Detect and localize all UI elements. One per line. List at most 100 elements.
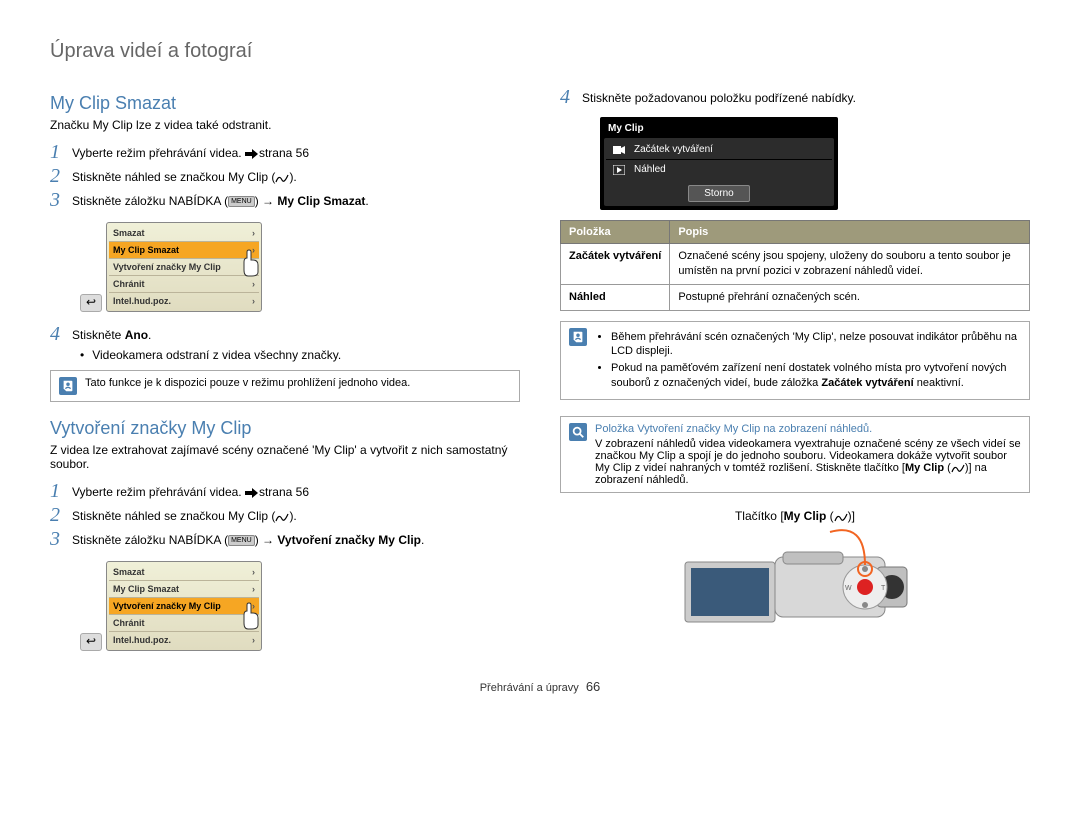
section-heading-vytvoreni: Vytvoření značky My Clip bbox=[50, 418, 520, 439]
page-ref-icon bbox=[245, 488, 259, 498]
step-text: . bbox=[421, 533, 424, 547]
step-text: . bbox=[148, 328, 151, 342]
step-number: 1 bbox=[50, 142, 64, 162]
step-text: Stiskněte náhled se značkou My Clip ( bbox=[72, 509, 275, 523]
info-icon bbox=[59, 377, 77, 395]
step-number: 4 bbox=[50, 324, 64, 344]
camera-svg: W T bbox=[665, 527, 925, 647]
myclip-icon bbox=[951, 462, 965, 474]
note-text: Tato funkce je k dispozici pouze v režim… bbox=[85, 377, 410, 389]
step-text: Vyberte režim přehrávání videa. bbox=[72, 146, 245, 160]
step-1a: 1 Vyberte režim přehrávání videa. strana… bbox=[50, 142, 520, 162]
svg-text:W: W bbox=[845, 585, 852, 592]
table-header: Popis bbox=[670, 221, 1030, 244]
note-item: Pokud na paměťovém zařízení není dostate… bbox=[611, 361, 1021, 391]
step-text: . bbox=[365, 194, 368, 208]
right-column: 4 Stiskněte požadovanou položku podřízen… bbox=[560, 83, 1030, 659]
step-4b: 4 Stiskněte požadovanou položku podřízen… bbox=[560, 87, 1030, 107]
menu-row: Intel.hud.poz.› bbox=[109, 632, 259, 648]
page-ref: strana 56 bbox=[259, 146, 309, 160]
menu-row: My Clip Smazat› bbox=[109, 581, 259, 598]
page-title: Úprava videí a fotograí bbox=[50, 40, 1030, 63]
callout-label: Tlačítko [My Clip ()] bbox=[560, 509, 1030, 523]
step-text: Vyberte režim přehrávání videa. bbox=[72, 485, 245, 499]
table-cell-key: Náhled bbox=[561, 284, 670, 310]
table-row: Náhled Postupné přehrání označených scén… bbox=[561, 284, 1030, 310]
step-text: Stiskněte náhled se značkou My Clip ( bbox=[72, 170, 275, 184]
description-table: Položka Popis Začátek vytváření Označené… bbox=[560, 220, 1030, 311]
page-ref: strana 56 bbox=[259, 485, 309, 499]
myclip-icon bbox=[834, 511, 848, 523]
step-text: ) → bbox=[255, 194, 278, 208]
menu-row: Smazat› bbox=[109, 225, 259, 242]
camera-dialog-mockup: My Clip Začátek vytváření Náhled Storno bbox=[600, 117, 838, 210]
table-cell-desc: Postupné přehrání označených scén. bbox=[670, 284, 1030, 310]
record-icon bbox=[612, 145, 626, 155]
myclip-icon bbox=[275, 172, 289, 184]
menu-row-selected: My Clip Smazat› bbox=[109, 242, 259, 259]
table-cell-key: Začátek vytváření bbox=[561, 244, 670, 285]
dialog-row-label: Začátek vytváření bbox=[634, 144, 713, 155]
dialog-title: My Clip bbox=[604, 121, 834, 136]
intro-vytvoreni: Z videa lze extrahovat zajímavé scény oz… bbox=[50, 443, 520, 471]
step-number: 2 bbox=[50, 166, 64, 186]
footer-section: Přehrávání a úpravy bbox=[480, 682, 579, 694]
two-column-layout: My Clip Smazat Značku My Clip lze z vide… bbox=[50, 83, 1030, 659]
table-cell-desc: Označené scény jsou spojeny, uloženy do … bbox=[670, 244, 1030, 285]
menu-icon: MENU bbox=[228, 196, 255, 207]
dialog-cancel-button: Storno bbox=[688, 185, 750, 202]
step-text: Stiskněte bbox=[72, 328, 125, 342]
section-heading-smazat: My Clip Smazat bbox=[50, 93, 520, 114]
step-text: Stiskněte požadovanou položku podřízené … bbox=[582, 87, 1030, 107]
info-icon bbox=[569, 328, 587, 346]
menu-row: Vytvoření značky My Clip› bbox=[109, 259, 259, 276]
step-text: Stiskněte záložku NABÍDKA ( bbox=[72, 194, 228, 208]
step-2b: 2 Stiskněte náhled se značkou My Clip ()… bbox=[50, 505, 520, 525]
menu-row: Chránit› bbox=[109, 276, 259, 293]
back-icon: ↩ bbox=[80, 294, 102, 312]
camera-menu-mockup-1: ↩ Smazat› My Clip Smazat› Vytvoření znač… bbox=[80, 222, 262, 312]
bullet-note: Videokamera odstraní z videa všechny zna… bbox=[80, 348, 520, 362]
step-4a: 4 Stiskněte Ano. bbox=[50, 324, 520, 344]
menu-row: Intel.hud.poz.› bbox=[109, 293, 259, 309]
menu-row-selected: Vytvoření značky My Clip› bbox=[109, 598, 259, 615]
magnifier-icon bbox=[569, 423, 587, 441]
finger-pointer-icon bbox=[238, 601, 268, 631]
menu-icon: MENU bbox=[228, 535, 255, 546]
dialog-row: Začátek vytváření bbox=[606, 140, 832, 160]
page-ref-icon bbox=[245, 149, 259, 159]
step-text: ) → bbox=[255, 533, 278, 547]
note-heading: Položka Vytvoření značky My Clip na zobr… bbox=[595, 423, 1021, 435]
note-item: Během přehrávání scén označených 'My Cli… bbox=[611, 330, 1021, 360]
step-1b: 1 Vyberte režim přehrávání videa. strana… bbox=[50, 481, 520, 501]
table-row: Začátek vytváření Označené scény jsou sp… bbox=[561, 244, 1030, 285]
step-number: 4 bbox=[560, 87, 574, 107]
footer-page-number: 66 bbox=[586, 679, 600, 694]
camera-illustration: W T bbox=[560, 527, 1030, 647]
step-bold: My Clip Smazat bbox=[277, 194, 365, 208]
dialog-row: Náhled bbox=[606, 160, 832, 179]
finger-pointer-icon bbox=[238, 248, 268, 278]
menu-row: Chránit› bbox=[109, 615, 259, 632]
step-3a: 3 Stiskněte záložku NABÍDKA (MENU) → My … bbox=[50, 190, 520, 210]
step-text: ). bbox=[289, 170, 296, 184]
myclip-icon bbox=[275, 511, 289, 523]
intro-smazat: Značku My Clip lze z videa také odstrani… bbox=[50, 118, 520, 132]
step-2a: 2 Stiskněte náhled se značkou My Clip ()… bbox=[50, 166, 520, 186]
back-icon: ↩ bbox=[80, 633, 102, 651]
step-number: 3 bbox=[50, 190, 64, 210]
table-header: Položka bbox=[561, 221, 670, 244]
menu-row: Smazat› bbox=[109, 564, 259, 581]
svg-text:T: T bbox=[881, 585, 886, 592]
info-note-box: Během přehrávání scén označených 'My Cli… bbox=[560, 321, 1030, 400]
tip-note-box: Položka Vytvoření značky My Clip na zobr… bbox=[560, 416, 1030, 493]
step-number: 2 bbox=[50, 505, 64, 525]
note-body: Položka Vytvoření značky My Clip na zobr… bbox=[595, 423, 1021, 486]
step-number: 3 bbox=[50, 529, 64, 549]
step-bold: Vytvoření značky My Clip bbox=[277, 533, 421, 547]
step-number: 1 bbox=[50, 481, 64, 501]
note-list: Během přehrávání scén označených 'My Cli… bbox=[595, 328, 1021, 393]
step-text: ). bbox=[289, 509, 296, 523]
step-3b: 3 Stiskněte záložku NABÍDKA (MENU) → Vyt… bbox=[50, 529, 520, 549]
left-column: My Clip Smazat Značku My Clip lze z vide… bbox=[50, 83, 520, 659]
